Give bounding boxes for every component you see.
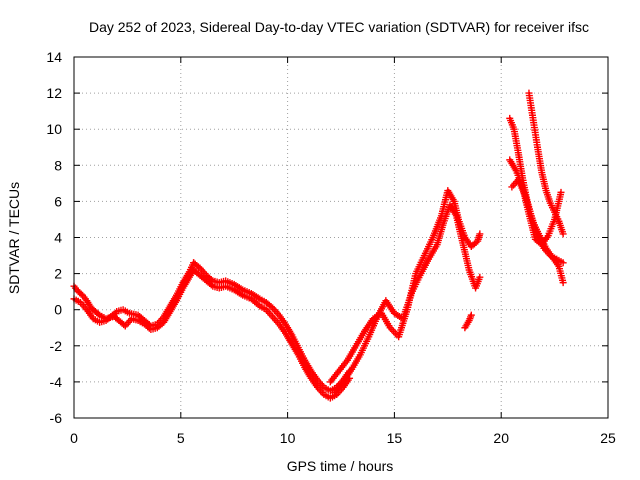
y-tick-label: 12 — [46, 85, 62, 101]
y-tick-label: 8 — [54, 157, 62, 173]
x-axis-label: GPS time / hours — [287, 458, 394, 474]
y-tick-label: 2 — [54, 266, 62, 282]
series-arc-2 — [70, 266, 198, 334]
data-point-interp — [94, 310, 102, 318]
data-point — [559, 259, 567, 267]
chart-title: Day 252 of 2023, Sidereal Day-to-day VTE… — [89, 19, 589, 35]
series-arc-3 — [190, 259, 354, 395]
data-point-interp — [267, 303, 275, 311]
data-point-interp — [194, 263, 202, 271]
plot-frame — [73, 56, 609, 419]
series-arc-6 — [331, 201, 484, 397]
data-point — [476, 273, 484, 281]
series-arc-7 — [461, 311, 475, 332]
data-point — [476, 230, 484, 238]
y-tick-label: 10 — [46, 121, 62, 137]
x-tick-labels: 0 5 10 15 20 25 — [70, 430, 616, 446]
data-point — [559, 279, 567, 287]
series-arc-5 — [326, 187, 484, 386]
y-axis-label: SDTVAR / TECUs — [6, 182, 22, 294]
y-tick-label: 0 — [54, 302, 62, 318]
data-point — [467, 311, 475, 319]
y-tick-label: 6 — [54, 193, 62, 209]
data-point-interp — [145, 324, 153, 332]
y-tick-labels: -6 -4 -2 0 2 4 6 8 10 12 14 — [46, 49, 62, 426]
y-tick-label: -6 — [50, 410, 63, 426]
data-point-interp — [207, 281, 215, 289]
x-tick-label: 25 — [600, 430, 616, 446]
x-tick-label: 15 — [387, 430, 403, 446]
y-tick-label: -4 — [50, 374, 63, 390]
y-tick-label: 4 — [54, 230, 62, 246]
y-tick-label: 14 — [46, 49, 62, 65]
x-tick-label: 10 — [280, 430, 296, 446]
x-tick-label: 20 — [493, 430, 509, 446]
grid — [74, 57, 608, 418]
data-points — [70, 89, 567, 402]
y-tick-label: -2 — [50, 338, 63, 354]
x-tick-label: 0 — [70, 430, 78, 446]
x-tick-label: 5 — [177, 430, 185, 446]
series-arc-4 — [190, 266, 354, 402]
series-arc-11 — [508, 176, 567, 267]
data-point — [559, 230, 567, 238]
series-arc-10 — [525, 89, 567, 238]
data-point — [557, 188, 565, 196]
